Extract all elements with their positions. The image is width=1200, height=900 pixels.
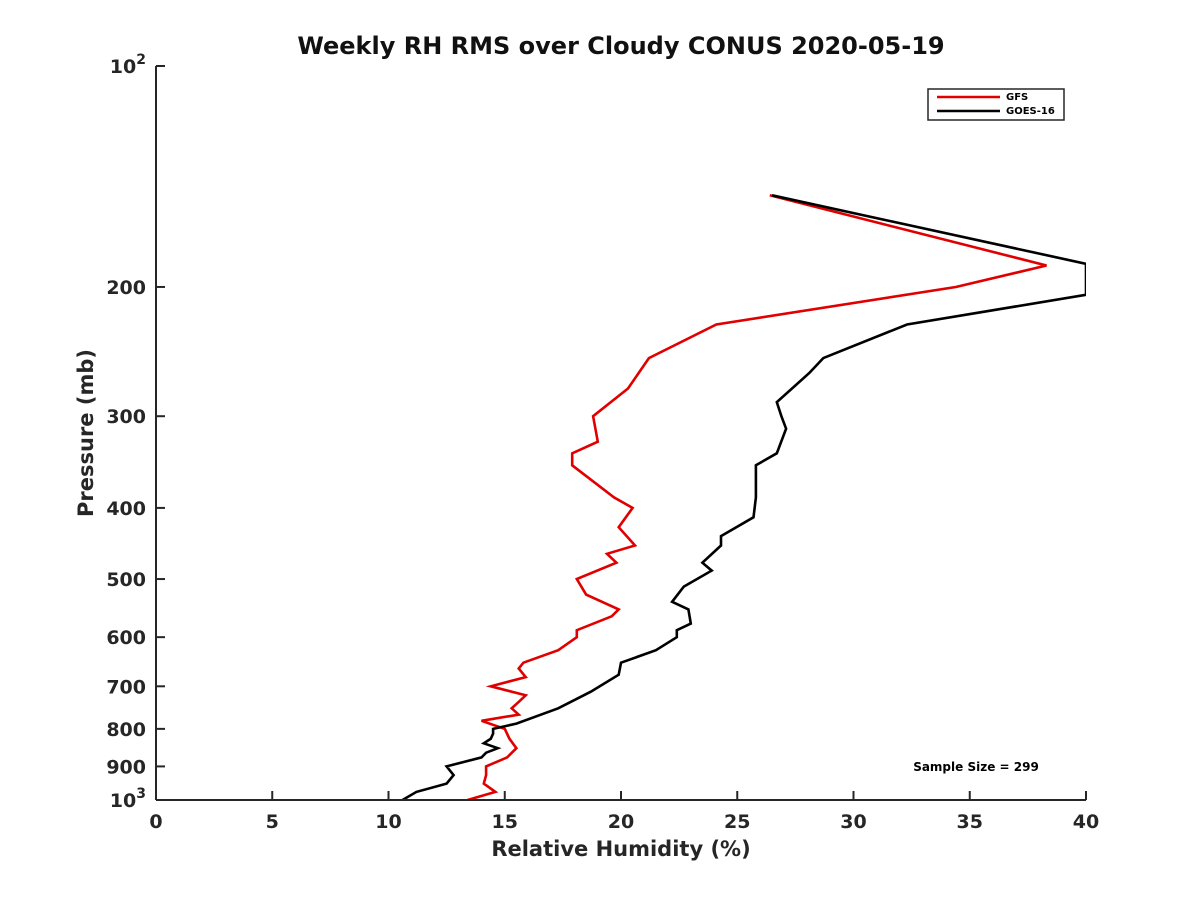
x-tick-label: 0 [149, 811, 162, 833]
y-tick-exponent: 3 [136, 786, 146, 802]
legend-label-goes16: GOES-16 [1006, 106, 1055, 117]
y-tick-label: 800 [106, 719, 146, 741]
y-axis-label: Pressure (mb) [74, 349, 98, 517]
y-tick-label: 102 [110, 52, 146, 78]
y-tick-label: 900 [106, 756, 146, 778]
y-tick-label: 600 [106, 627, 146, 649]
y-tick-label: 500 [106, 569, 146, 591]
legend-box [927, 88, 1065, 121]
plot-area [401, 194, 1086, 800]
x-tick-label: 5 [266, 811, 279, 833]
sample-size-annotation: Sample Size = 299 [913, 760, 1039, 774]
x-axis-label: Relative Humidity (%) [491, 837, 750, 861]
series-line-goes16 [401, 194, 1086, 800]
chart-title: Weekly RH RMS over Cloudy CONUS 2020-05-… [297, 32, 944, 60]
x-tick-label: 35 [957, 811, 983, 833]
y-tick-exponent: 2 [136, 52, 146, 68]
y-tick-base: 10 [110, 56, 136, 78]
x-tick-label: 10 [375, 811, 401, 833]
legend-label-gfs: GFS [1006, 92, 1028, 103]
x-tick-label: 15 [492, 811, 518, 833]
x-tick-label: 30 [840, 811, 866, 833]
x-tick-label: 25 [724, 811, 750, 833]
y-tick-label: 103 [110, 786, 146, 812]
legend: GFS GOES-16 [927, 88, 1065, 121]
x-tick-label: 40 [1073, 811, 1099, 833]
y-tick-label: 200 [106, 277, 146, 299]
y-tick-base: 10 [110, 790, 136, 812]
x-tick-label: 20 [608, 811, 634, 833]
y-tick-label: 300 [106, 406, 146, 428]
y-tick-label: 400 [106, 498, 146, 520]
x-ticks: 0 5 10 15 20 25 30 35 40 [149, 791, 1099, 833]
y-tick-label: 700 [106, 676, 146, 698]
series-line-gfs [467, 194, 1047, 800]
